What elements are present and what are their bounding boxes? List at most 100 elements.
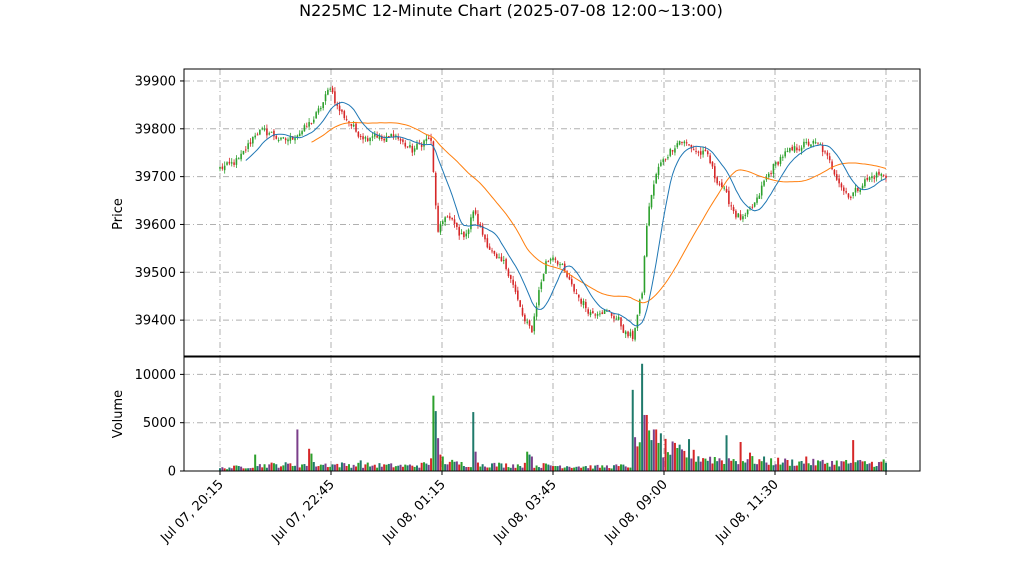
candle	[519, 299, 521, 308]
candle	[744, 212, 747, 219]
candle	[533, 313, 536, 335]
candle	[411, 143, 414, 157]
volume-axis-label: Volume	[111, 390, 126, 438]
x-tick-label: Jul 07, 22:45	[268, 477, 337, 546]
x-tick-label: Jul 08, 11:30	[712, 477, 781, 546]
volume-bar	[420, 462, 423, 471]
volume-bar	[802, 463, 805, 471]
volume-bar	[221, 467, 224, 471]
candle	[313, 116, 315, 125]
candle	[648, 202, 650, 227]
volume-bar	[877, 462, 880, 471]
volume-bar	[798, 461, 801, 471]
volume-bar	[601, 465, 604, 471]
volume-bar	[265, 467, 268, 471]
candle	[502, 255, 505, 265]
volume-bar	[324, 463, 327, 471]
candle	[294, 135, 296, 144]
candle	[826, 150, 829, 160]
candle	[549, 257, 552, 265]
candle	[402, 138, 404, 145]
volume-bar	[664, 438, 667, 471]
volume-bar	[678, 444, 681, 471]
volume-bar	[840, 461, 843, 471]
volume-bar	[814, 465, 817, 471]
candle	[653, 180, 655, 199]
candle	[303, 123, 306, 132]
candle	[690, 144, 693, 153]
volume-bar	[364, 464, 367, 471]
volume-y-ticks: 0 5000 10000	[135, 368, 184, 480]
candle	[857, 187, 859, 193]
volume-bar	[770, 458, 773, 471]
candle	[587, 307, 589, 317]
candle	[540, 279, 543, 293]
volume-bar	[631, 389, 634, 471]
volume-bar	[528, 454, 531, 471]
volume-bar	[343, 463, 346, 471]
volume-bar	[866, 464, 869, 471]
volume-panel: 0 5000 10000 Volume	[111, 356, 921, 480]
volume-bar	[448, 461, 451, 471]
volume-bar	[709, 456, 712, 471]
volume-bar	[469, 467, 472, 471]
volume-bar	[240, 466, 243, 471]
candle	[814, 138, 817, 145]
volume-bar	[350, 467, 353, 471]
volume-bar	[326, 467, 329, 471]
candle	[868, 176, 871, 182]
candle	[242, 150, 245, 155]
candle	[854, 184, 857, 197]
volume-bar	[275, 464, 278, 471]
candle	[441, 219, 444, 226]
volume-bar	[258, 464, 261, 471]
candle	[277, 137, 280, 143]
volume-bar	[336, 463, 339, 471]
volume-bar	[833, 464, 836, 471]
volume-bar	[451, 459, 454, 471]
candle	[244, 146, 247, 153]
volume-bar	[294, 465, 297, 471]
candle	[791, 144, 793, 152]
volume-bar	[880, 461, 883, 471]
volume-bar	[453, 461, 456, 471]
volume-bars	[219, 363, 887, 471]
candle	[580, 297, 582, 307]
candle	[498, 253, 500, 259]
candle	[357, 131, 360, 139]
volume-bar	[397, 465, 400, 471]
candle	[617, 313, 620, 321]
volume-bar	[591, 468, 594, 471]
volume-bar	[509, 467, 512, 471]
candle	[552, 255, 554, 262]
candle	[263, 125, 266, 132]
candle	[259, 129, 261, 136]
candle	[331, 85, 334, 94]
candle	[873, 174, 876, 183]
candle	[301, 129, 303, 136]
price-grid	[184, 69, 920, 356]
candle	[355, 121, 357, 133]
candle	[235, 155, 238, 168]
volume-bar	[577, 466, 580, 471]
candle	[226, 161, 228, 166]
candle	[566, 270, 568, 279]
volume-bar	[376, 467, 379, 471]
volume-bar	[237, 466, 240, 471]
candle	[807, 138, 810, 147]
volume-grid	[184, 357, 920, 471]
volume-bar	[263, 464, 266, 471]
price-tick-label: 39400	[135, 314, 176, 329]
candle	[828, 152, 831, 164]
candle	[345, 115, 348, 122]
candle	[760, 181, 763, 200]
volume-bar	[605, 465, 608, 471]
volume-bar	[378, 463, 381, 471]
candle	[763, 179, 765, 188]
candle	[268, 131, 271, 136]
candle	[629, 328, 632, 338]
volume-bar	[885, 462, 887, 471]
candle	[688, 143, 690, 147]
volume-bar	[608, 468, 611, 471]
